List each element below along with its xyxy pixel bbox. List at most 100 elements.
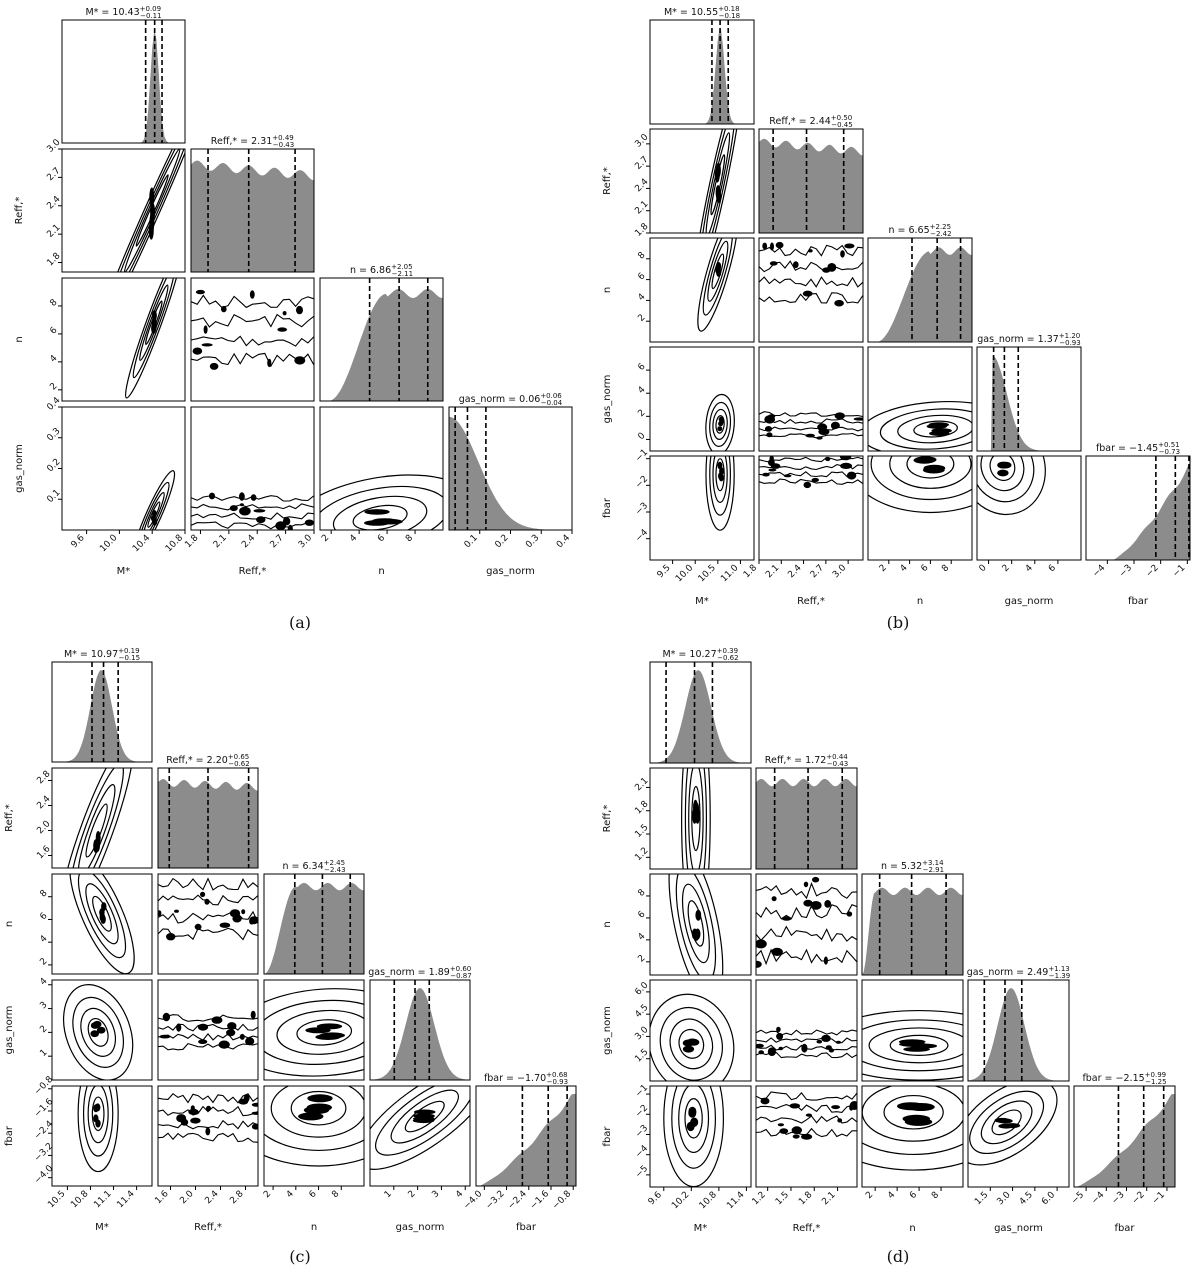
panel-title: M* = 10.27+0.39 −0.62 xyxy=(662,647,738,662)
x-tick-label: 2.0 xyxy=(178,1189,195,1206)
y-axis-label: gas_norm xyxy=(14,444,25,493)
density-peak xyxy=(762,472,770,477)
density-peak xyxy=(997,469,1009,477)
panel-frame xyxy=(649,455,755,561)
contour-panel-3-2: 2 4 6 8 n xyxy=(319,406,444,577)
contour-line xyxy=(756,904,857,920)
contour-level-1 xyxy=(671,1086,717,1169)
panel-frame xyxy=(61,148,186,273)
density-peak xyxy=(682,1045,695,1053)
density-peak xyxy=(190,1117,201,1124)
x-tick-label: 4 xyxy=(285,1189,296,1200)
contour-level-2 xyxy=(332,495,428,530)
x-axis-label: M* xyxy=(695,596,709,607)
density-peak xyxy=(760,1097,770,1105)
panel-title: n = 5.32+3.14 −2.91 xyxy=(881,859,944,874)
density-peak xyxy=(287,524,293,530)
contour-line xyxy=(158,1014,258,1022)
x-tick-label: 2.1 xyxy=(820,1190,837,1207)
y-axis-label: n xyxy=(14,336,25,342)
y-tick-label: 2.4 xyxy=(45,194,62,211)
contour-level-2 xyxy=(897,414,972,444)
y-axis-label: Reff,* xyxy=(14,197,25,225)
contour-level-2 xyxy=(142,492,165,530)
density-peak xyxy=(176,1023,182,1032)
density-peak xyxy=(151,310,157,322)
histogram-area xyxy=(52,670,152,762)
density-peak xyxy=(910,1043,938,1049)
contour-level-2 xyxy=(980,1100,1033,1145)
x-axis-label: n xyxy=(378,566,384,577)
x-axis-label: gas_norm xyxy=(994,1223,1043,1234)
histogram-panel-2-2: n = 5.32+3.14 −2.91 xyxy=(861,859,964,976)
contour-level-2 xyxy=(390,1089,459,1144)
x-tick-label: 9.6 xyxy=(70,533,87,550)
x-tick-label: 1.2 xyxy=(751,1190,768,1207)
contour-level-0 xyxy=(693,129,742,233)
y-tick-label: 2 xyxy=(38,957,49,968)
y-axis-label: gas_norm xyxy=(4,1006,15,1055)
contour-level-3 xyxy=(296,1019,353,1046)
panel-frame xyxy=(861,873,964,976)
panel-frame xyxy=(649,19,755,125)
contour-level-0 xyxy=(59,768,134,868)
y-tick-label: 2.8 xyxy=(35,769,52,786)
density-peak xyxy=(205,1127,211,1136)
density-peak xyxy=(251,1123,258,1130)
density-peak xyxy=(793,261,799,269)
histogram-area xyxy=(191,160,314,272)
density-peak xyxy=(768,468,777,472)
contour-level-1 xyxy=(870,456,972,501)
contour-level-0 xyxy=(697,238,739,332)
contour-level-1 xyxy=(132,278,176,379)
panel-frame xyxy=(861,979,964,1082)
density-peak xyxy=(835,1040,842,1044)
density-peak xyxy=(251,1102,258,1107)
contour-panel-4-1: 1.2 1.5 1.8 2.1 Reff,* xyxy=(751,1085,858,1234)
contour-level-0 xyxy=(705,456,735,531)
x-axis-label: M* xyxy=(117,566,131,577)
contour-level-1 xyxy=(675,874,717,975)
density-peak xyxy=(211,1016,223,1024)
density-peak xyxy=(249,290,255,299)
y-tick-label: 2.1 xyxy=(633,776,650,793)
panel-frame xyxy=(157,1085,259,1187)
x-axis-label: gas_norm xyxy=(396,1222,445,1233)
contour-level-1 xyxy=(709,401,732,447)
density-peak xyxy=(816,436,823,440)
y-tick-label: −4 xyxy=(634,527,651,544)
panel-frame xyxy=(51,661,153,763)
density-peak xyxy=(768,459,775,466)
y-axis-label: fbar xyxy=(4,1125,15,1146)
panel-frame xyxy=(867,455,973,561)
contour-panel-3-1 xyxy=(758,346,864,452)
contour-line xyxy=(759,426,863,432)
density-peak xyxy=(818,428,830,435)
contour-level-1 xyxy=(72,996,124,1068)
contour-level-2 xyxy=(705,132,731,233)
histogram-area xyxy=(650,670,751,763)
histogram-panel-1-1: Reff,* = 2.31+0.49 −0.43 xyxy=(190,134,315,273)
density-peak xyxy=(778,1046,784,1051)
x-tick-label: 10.8 xyxy=(69,1189,90,1210)
panel-frame xyxy=(51,873,153,975)
histogram-area xyxy=(476,1094,576,1186)
y-tick-label: 2 xyxy=(48,381,59,392)
contour-level-0 xyxy=(862,1009,963,1081)
panel-title: Reff,* = 2.44+0.50 −0.45 xyxy=(769,114,852,129)
x-tick-label: 2.4 xyxy=(786,563,803,580)
figure-caption: (d) xyxy=(887,1247,910,1266)
density-peak xyxy=(830,421,840,429)
density-peak xyxy=(825,456,831,462)
y-tick-label: 4 xyxy=(636,931,647,942)
contour-panel-3-1: 1.8 2.1 2.4 2.7 3.0 Reff,* xyxy=(183,406,315,577)
y-tick-label: −2 xyxy=(634,1103,650,1119)
density-peak xyxy=(840,462,853,469)
contour-line xyxy=(158,1023,258,1032)
density-peak xyxy=(245,1037,255,1046)
histogram-panel-4-4: fbar = −1.70+0.68 −0.93 −4.0 −3.2 −2.4 −1.6 −0… xyxy=(462,1071,577,1233)
contour-panel-2-0: 2 4 6 8 n xyxy=(14,277,186,402)
contour-line xyxy=(158,1092,258,1104)
contour-level-1 xyxy=(709,456,731,516)
x-tick-label: 2.4 xyxy=(203,1189,220,1206)
